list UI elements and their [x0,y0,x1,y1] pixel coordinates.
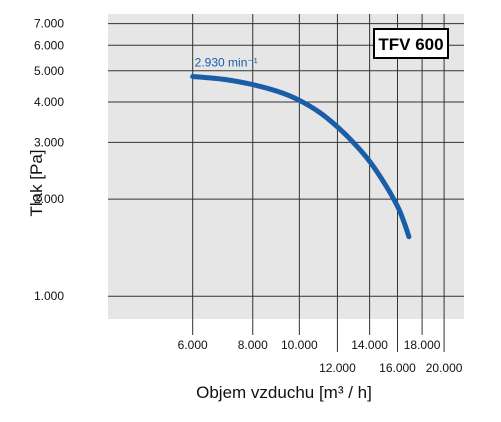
x-tick-label: 16.000 [379,361,416,375]
x-tick-label: 20.000 [426,361,463,375]
x-tick-label: 18.000 [404,338,441,352]
y-tick-label: 3.000 [34,135,64,149]
series-line [190,74,412,240]
y-tick-label: 7.000 [34,17,64,31]
plot-area [108,14,464,319]
x-tick-labels: 6.000 8.000 10.000 14.000 18.000 12.000 16.000… [178,338,463,375]
y-tick-labels: 1.000 2.000 3.000 4.000 5.000 6.000 7.000 [34,17,64,304]
x-tick-label: 6.000 [178,338,208,352]
x-tick-label: 8.000 [238,338,268,352]
y-tick-label: 4.000 [34,95,64,109]
y-tick-label: 1.000 [34,289,64,303]
model-label: TFV 600 [378,35,443,54]
speed-annotation: 2.930 min⁻¹ [195,56,258,70]
x-tick-label: 10.000 [281,338,318,352]
x-tick-label: 12.000 [319,361,356,375]
y-tick-label: 2.000 [34,192,64,206]
grid-lines [108,14,464,352]
model-label-box: TFV 600 [373,28,449,59]
y-tick-label: 5.000 [34,64,64,78]
y-axis-label: Tlak [Pa] [27,149,46,216]
x-axis-label: Objem vzduchu [m³ / h] [196,383,372,402]
y-tick-label: 6.000 [34,38,64,52]
x-tick-label: 14.000 [351,338,388,352]
